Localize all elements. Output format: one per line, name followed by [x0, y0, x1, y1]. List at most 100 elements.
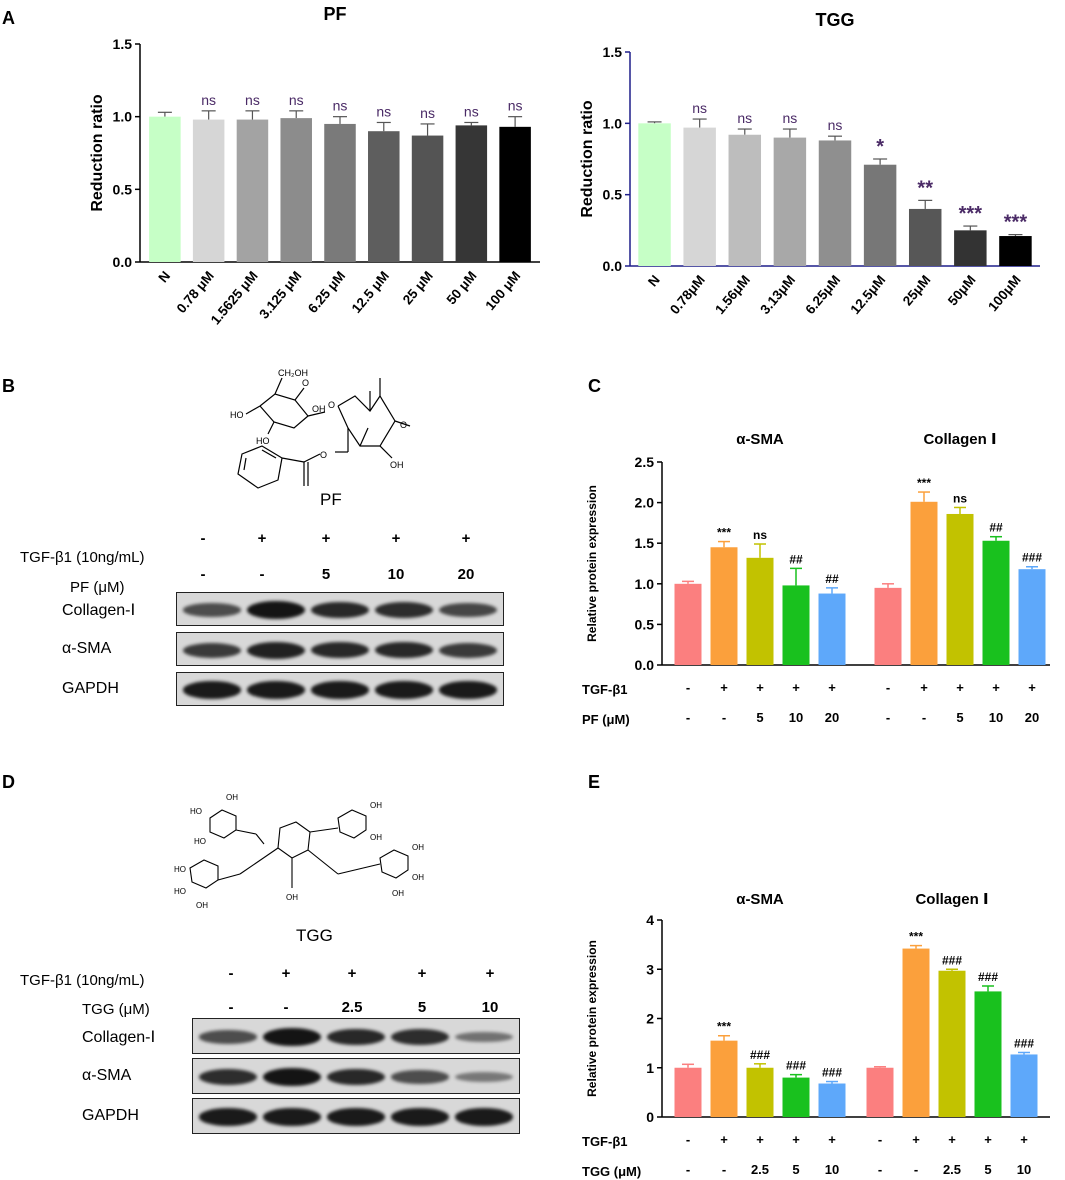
- tgg-compound-name: TGG: [296, 926, 333, 945]
- y-axis-label: Relative protein expression: [585, 940, 599, 1097]
- significance-label: ns: [753, 528, 767, 542]
- row1-label: TGF-β1: [582, 682, 628, 697]
- bar: [192, 119, 225, 262]
- x-tick-label: 100 μM: [482, 268, 523, 313]
- significance-label: ns: [376, 103, 391, 119]
- significance-label: ###: [822, 1066, 842, 1080]
- bar: [1018, 569, 1046, 665]
- dose-condition: 5: [321, 566, 331, 583]
- blot-row: [176, 592, 504, 626]
- blot-band-label: α-SMA: [82, 1067, 132, 1084]
- row1-value: +: [984, 1132, 992, 1147]
- pf-viability-chart: PF 0.0 0.5 1.0 1.5 Reduction ratio Nns 0.78 μM n…: [89, 4, 540, 327]
- row1-value: +: [828, 680, 836, 695]
- tgf-condition: +: [391, 530, 401, 547]
- dose-condition: -: [283, 999, 289, 1016]
- blot-band: [439, 603, 497, 617]
- x-tick-label: 12.5μM: [847, 272, 888, 317]
- chart-title: TGG: [816, 10, 855, 30]
- row1-value: -: [686, 1132, 690, 1147]
- pf-ho-label-1: HO: [230, 410, 244, 420]
- pf-ch2oh-label: CH₂OH: [278, 368, 308, 378]
- row1-value: +: [1020, 1132, 1028, 1147]
- tgf-condition: +: [321, 530, 331, 547]
- panel-label-e: E: [588, 772, 601, 792]
- significance-label: ###: [978, 970, 998, 984]
- significance-label: ***: [717, 526, 731, 540]
- y-tick-label: 2: [646, 1011, 654, 1027]
- row1-value: +: [992, 680, 1000, 695]
- blot-band: [183, 681, 241, 699]
- bar: [236, 119, 269, 262]
- dose-condition: 5: [417, 999, 427, 1016]
- row1-label: TGF-β1: [582, 1134, 628, 1149]
- row2-value: 5: [756, 710, 763, 725]
- group-title: α-SMA: [736, 891, 784, 908]
- tgg-oh-label-7: OH: [392, 889, 404, 898]
- y-tick-label: 0.0: [113, 254, 133, 270]
- row1-value: +: [756, 680, 764, 695]
- y-tick-label: 0: [646, 1109, 654, 1125]
- row2-value: 20: [1025, 710, 1039, 725]
- bar: [638, 123, 671, 266]
- row2-value: -: [722, 710, 726, 725]
- blot-band-label: GAPDH: [62, 680, 119, 697]
- blot-row: [192, 1098, 520, 1134]
- tgg-ho-label-4: HO: [174, 887, 186, 896]
- blot-band: [199, 1030, 257, 1044]
- row1-value: +: [792, 680, 800, 695]
- tgg-oh-label-3: OH: [370, 833, 382, 842]
- row2-value: 2.5: [943, 1162, 961, 1177]
- bar: [746, 1067, 774, 1117]
- bar: [773, 137, 807, 266]
- significance-label: ns: [508, 98, 523, 114]
- blot-band-label: Collagen-Ⅰ: [62, 602, 136, 619]
- panel-label-b: B: [2, 376, 15, 396]
- blot-band: [375, 602, 433, 618]
- y-tick-label: 1: [646, 1060, 654, 1076]
- row2-value: 5: [956, 710, 963, 725]
- bar: [710, 1040, 738, 1117]
- bar: [674, 1067, 702, 1117]
- row1-value: +: [920, 680, 928, 695]
- row2-value: -: [914, 1162, 918, 1177]
- row2-value: 10: [989, 710, 1003, 725]
- bar: [910, 501, 938, 665]
- blot-d-dose-label: TGG (μM): [82, 1001, 150, 1018]
- y-tick-label: 2.5: [635, 454, 655, 470]
- y-tick-label: 4: [646, 912, 654, 928]
- bar: [499, 126, 531, 262]
- significance-label: ns: [245, 92, 260, 108]
- x-tick-label: 100μM: [985, 272, 1024, 314]
- tgf-condition: -: [200, 530, 206, 547]
- bar: [902, 948, 930, 1117]
- x-tick-label: 12.5 μM: [349, 268, 392, 316]
- dose-condition: 10: [387, 566, 405, 583]
- tgf-condition: +: [257, 530, 267, 547]
- bar: [710, 547, 738, 665]
- row1-value: +: [828, 1132, 836, 1147]
- blot-band: [183, 642, 241, 658]
- significance-label: ns: [782, 110, 797, 126]
- significance-label: ***: [917, 476, 931, 490]
- bar: [818, 593, 846, 665]
- tgf-condition: +: [417, 965, 427, 982]
- bar: [982, 540, 1010, 665]
- blot-b-dose-label: PF (μM): [70, 579, 125, 596]
- significance-label: ns: [828, 117, 843, 133]
- row1-value: +: [720, 1132, 728, 1147]
- blot-band: [375, 681, 433, 699]
- blot-band: [311, 641, 369, 659]
- bar: [782, 1077, 810, 1117]
- y-axis-label: Reduction ratio: [579, 100, 596, 218]
- dose-condition: -: [200, 566, 206, 583]
- blot-band: [391, 1070, 449, 1084]
- bar: [999, 236, 1032, 266]
- dose-condition: 20: [457, 566, 475, 583]
- blot-band: [439, 681, 497, 699]
- tgg-viability-chart: TGG 0.0 0.5 1.0 1.5 Reduction ratio Nns 0.78μM n…: [579, 10, 1040, 317]
- tgg-oh-label-4: OH: [196, 901, 208, 910]
- row1-value: +: [792, 1132, 800, 1147]
- y-tick-label: 3: [646, 961, 654, 977]
- bar: [946, 513, 974, 665]
